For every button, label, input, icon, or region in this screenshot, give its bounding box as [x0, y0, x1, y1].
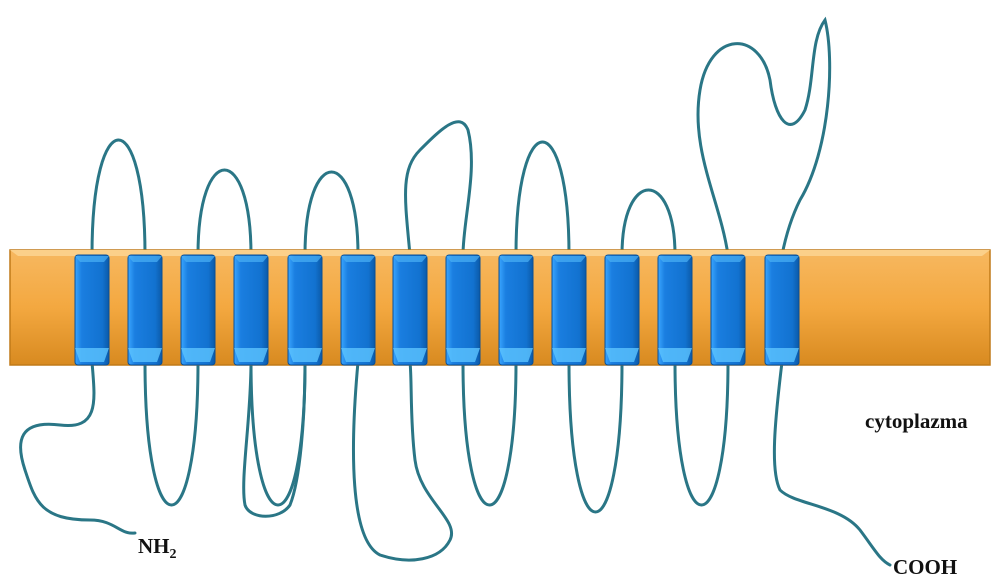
cytoplasmic-loop [569, 362, 622, 512]
n-terminus-label: NH2 [138, 534, 177, 562]
helix-bevel [75, 256, 109, 262]
helix-bevel [234, 348, 268, 362]
helix-bevel [288, 256, 322, 262]
extracellular-loop [92, 140, 145, 255]
helix-bevel [128, 348, 162, 362]
cytoplasmic-loop [244, 362, 305, 516]
helix-bevel [75, 348, 109, 362]
extracellular-loop [698, 20, 830, 255]
extracellular-loop [516, 142, 569, 255]
extracellular-loop [622, 190, 675, 255]
diagram: NH2 cytoplazma COOH [0, 0, 1003, 577]
helix-bevel [711, 348, 745, 362]
cytoplasmic-loop [145, 362, 198, 505]
helix-bevel [552, 348, 586, 362]
cytoplasmic-loop [353, 362, 451, 560]
page: NH2 cytoplazma COOH (() => { const data … [0, 0, 1003, 577]
helix-bevel [393, 348, 427, 362]
c-terminus-tail [774, 362, 890, 565]
helix-bevel [234, 256, 268, 262]
c-terminus-label: COOH [893, 555, 957, 577]
helix-bevel [552, 256, 586, 262]
helix-bevel [605, 256, 639, 262]
helix-bevel [605, 348, 639, 362]
helix-bevel [765, 348, 799, 362]
helix-bevel [181, 348, 215, 362]
cytoplasmic-loop [675, 362, 728, 505]
cytoplasm-label: cytoplazma [865, 409, 968, 433]
helix-bevel [658, 348, 692, 362]
extracellular-loop [406, 122, 472, 255]
helix-bevel [341, 256, 375, 262]
helix-bevel [765, 256, 799, 262]
helix-bevel [446, 256, 480, 262]
helix-bevel [393, 256, 427, 262]
cytoplasmic-loop [463, 362, 516, 505]
helix-bevel [658, 256, 692, 262]
helix-bevel [711, 256, 745, 262]
extracellular-loop [305, 172, 358, 255]
helix-bevel [446, 348, 480, 362]
helix-bevel [181, 256, 215, 262]
helix-bevel [499, 348, 533, 362]
n-terminus-tail [21, 362, 135, 533]
helix-bevel [288, 348, 322, 362]
helix-bevel [499, 256, 533, 262]
extracellular-loop [198, 170, 251, 255]
helix-bevel [128, 256, 162, 262]
helix-bevel [341, 348, 375, 362]
